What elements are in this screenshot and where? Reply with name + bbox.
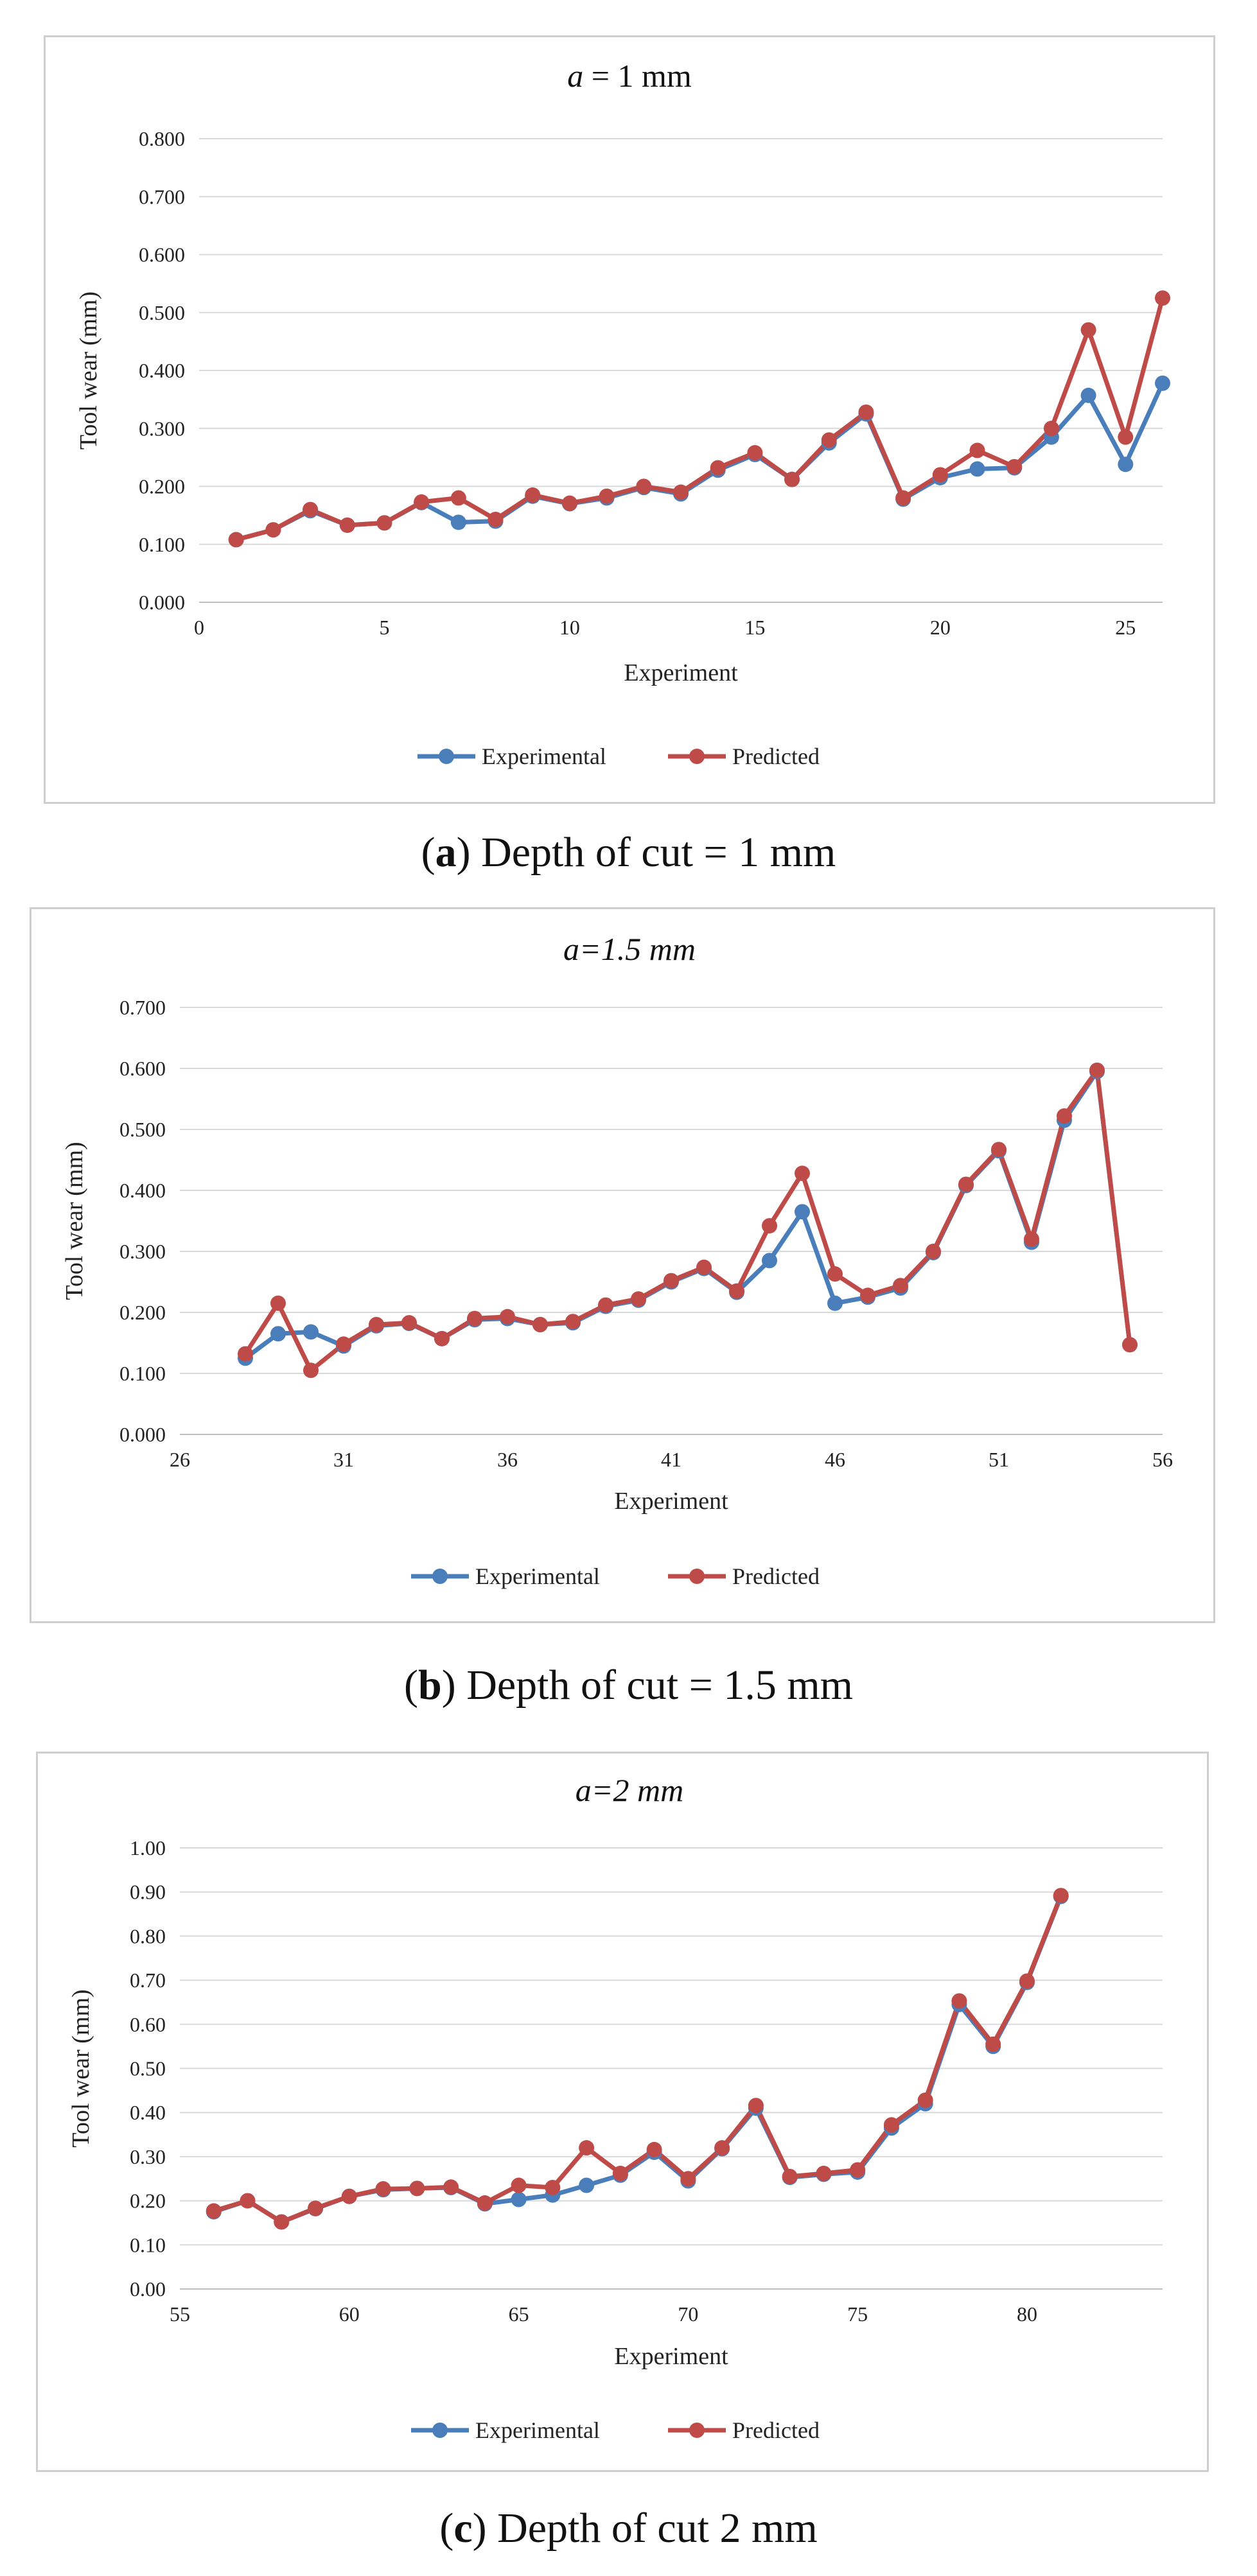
caption-c: (c) Depth of cut 2 mm — [439, 2505, 818, 2552]
chart-panel-a — [44, 35, 1215, 804]
caption-b: (b) Depth of cut = 1.5 mm — [404, 1662, 853, 1709]
chart-panel-c — [36, 1752, 1209, 2472]
caption-a: (a) Depth of cut = 1 mm — [421, 829, 836, 876]
chart-panel-b — [30, 907, 1215, 1623]
